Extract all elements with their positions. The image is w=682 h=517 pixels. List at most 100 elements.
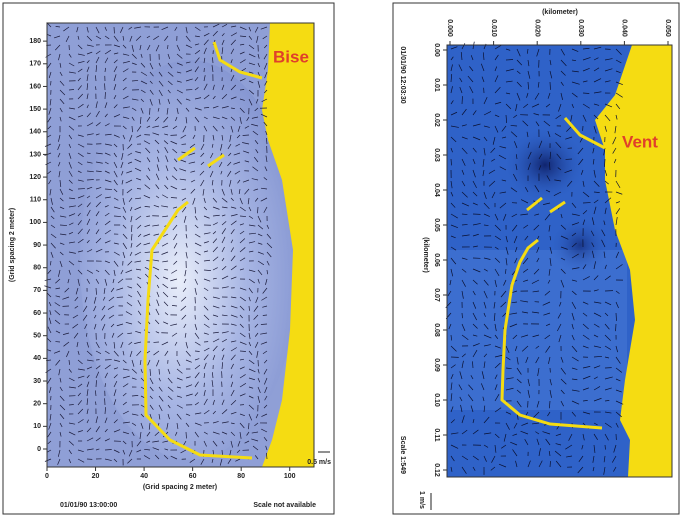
flow-arrow (104, 278, 108, 286)
flow-arrow (120, 161, 124, 169)
flow-arrow (104, 449, 112, 451)
flow-arrow (483, 257, 491, 260)
flow-arrow (527, 162, 531, 171)
flow-arrow (257, 233, 263, 237)
flow-arrow (104, 57, 109, 64)
y-tick-label: 100 (29, 219, 41, 226)
flow-arrow (77, 250, 84, 253)
flow-arrow (571, 103, 574, 108)
flow-arrow (95, 201, 101, 208)
flow-arrow (50, 224, 56, 229)
flow-arrow (194, 278, 198, 285)
flow-arrow (104, 260, 110, 264)
flow-arrow (95, 161, 103, 164)
flow-arrow (59, 89, 66, 96)
flow-arrow (239, 341, 247, 345)
flow-arrow (86, 104, 89, 109)
flow-arrow (44, 458, 52, 462)
flow-arrow (516, 81, 522, 87)
flow-arrow (116, 323, 124, 327)
x-tick-label: 0.040 (621, 19, 628, 37)
flow-arrow (185, 26, 188, 34)
flow-arrow (526, 92, 529, 98)
flow-arrow (104, 372, 108, 379)
flow-arrow (230, 265, 237, 271)
flow-arrow (531, 103, 540, 108)
flow-arrow (95, 278, 100, 284)
x-tick-label: 0.050 (664, 19, 671, 37)
flow-arrow (203, 314, 210, 321)
flow-arrow (593, 46, 602, 50)
flow-arrow (460, 404, 463, 413)
flow-arrow (77, 269, 83, 275)
flow-arrow (230, 255, 236, 262)
flow-arrow (265, 155, 268, 163)
flow-arrow (450, 373, 454, 380)
flow-arrow (590, 230, 595, 237)
flow-arrow (176, 62, 183, 66)
flow-arrow (181, 314, 187, 320)
flow-arrow (47, 431, 52, 438)
flow-arrow (557, 323, 562, 332)
flow-arrow (505, 235, 508, 243)
flow-arrow (95, 248, 103, 253)
flow-arrow (108, 296, 115, 302)
flow-arrow (121, 152, 124, 160)
flow-arrow (131, 233, 133, 241)
y-tick-label: 0.11 (433, 428, 440, 441)
flow-arrow (520, 430, 529, 435)
flow-arrow (498, 154, 507, 160)
flow-arrow (239, 223, 245, 226)
flow-arrow (230, 381, 234, 388)
flow-arrow (253, 314, 259, 320)
flow-arrow (95, 238, 102, 244)
flow-arrow (173, 242, 178, 249)
flow-arrow (59, 413, 65, 420)
flow-arrow (174, 341, 178, 346)
flow-arrow (203, 362, 207, 370)
y-tick-label: 0.10 (433, 393, 440, 407)
flow-arrow (266, 224, 270, 229)
flow-arrow (121, 179, 124, 185)
flow-arrow (263, 436, 268, 442)
flow-arrow (59, 377, 62, 383)
flow-arrow (188, 161, 196, 164)
flow-arrow (104, 205, 109, 208)
flow-arrow (125, 269, 133, 274)
flow-arrow (230, 59, 233, 64)
flow-arrow (515, 246, 518, 253)
y-tick-label: 0.08 (433, 323, 440, 337)
flow-arrow (194, 287, 197, 295)
flow-arrow (136, 242, 142, 248)
flow-arrow (537, 81, 540, 88)
reference-vector: 0.5 m/s (307, 459, 331, 466)
flow-arrow (44, 152, 52, 156)
flow-arrow (95, 194, 102, 199)
flow-arrow (264, 71, 268, 79)
flow-arrow (510, 441, 518, 446)
flow-arrow (535, 431, 540, 435)
flow-arrow (156, 164, 160, 172)
flow-arrow (143, 455, 151, 460)
flow-arrow (128, 197, 133, 203)
flow-arrow (68, 449, 72, 455)
flow-arrow (127, 143, 133, 149)
flow-arrow (571, 59, 577, 62)
flow-arrow (450, 86, 453, 94)
flow-arrow (248, 98, 253, 106)
flow-arrow (254, 422, 259, 427)
flow-arrow (167, 71, 174, 77)
vortex (503, 127, 587, 203)
flow-arrow (152, 447, 160, 451)
flow-arrow (239, 431, 242, 439)
flow-arrow (131, 53, 137, 59)
flow-arrow (239, 374, 246, 379)
flow-arrow (500, 301, 507, 308)
flow-arrow (86, 366, 93, 370)
flow-arrow (615, 389, 622, 393)
flow-arrow (450, 345, 457, 352)
flow-arrow (593, 345, 602, 348)
flow-arrow (147, 359, 151, 366)
flow-arrow (194, 269, 199, 274)
flow-arrow (244, 160, 250, 163)
